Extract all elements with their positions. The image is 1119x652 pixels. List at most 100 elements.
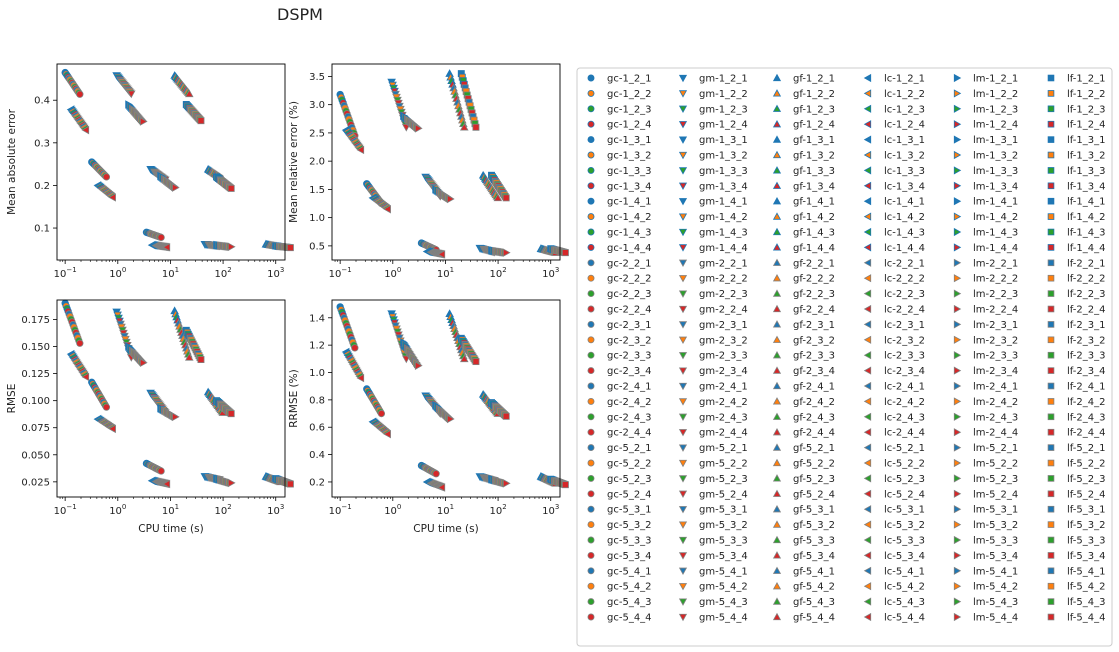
legend-label: lm-5_4_1 bbox=[973, 566, 1018, 577]
legend-label: gc-1_2_2 bbox=[607, 89, 652, 100]
legend-label: gm-1_2_3 bbox=[699, 104, 748, 115]
legend-label: lc-2_3_3 bbox=[884, 351, 925, 362]
legend-item: lm-5_2_1 bbox=[953, 443, 1018, 454]
legend-item: lc-5_4_3 bbox=[863, 597, 925, 608]
legend-label: gm-5_3_3 bbox=[699, 536, 748, 547]
y-tick-label: 0.4 bbox=[309, 450, 325, 461]
lf-marker-icon bbox=[1047, 582, 1055, 590]
gc-marker-icon bbox=[587, 166, 595, 174]
lm-marker-icon bbox=[953, 89, 962, 98]
legend-item: gm-2_3_3 bbox=[678, 351, 748, 362]
x-axis-label: CPU time (s) bbox=[138, 523, 203, 535]
gm-marker-icon bbox=[678, 413, 688, 422]
legend-label: gc-1_2_3 bbox=[607, 104, 652, 115]
gm-marker-icon bbox=[678, 182, 688, 191]
gc-marker-icon bbox=[587, 351, 595, 359]
legend-label: lc-1_3_2 bbox=[884, 151, 925, 162]
legend-item: lf-1_4_2 bbox=[1047, 212, 1105, 223]
legend-label: gf-1_3_2 bbox=[793, 151, 835, 162]
legend-label: gc-5_3_4 bbox=[607, 551, 652, 562]
legend-label: lc-5_3_2 bbox=[884, 520, 925, 531]
data-point-lm bbox=[227, 478, 236, 488]
legend-label: gm-2_3_4 bbox=[699, 366, 748, 377]
legend-item: lf-2_2_4 bbox=[1047, 305, 1105, 316]
lc-marker-icon bbox=[863, 258, 872, 267]
legend-item: lf-1_4_3 bbox=[1047, 228, 1105, 239]
legend-label: gf-2_4_2 bbox=[793, 397, 835, 408]
legend-item: lc-2_2_4 bbox=[863, 304, 925, 316]
legend-item: lm-1_3_2 bbox=[953, 151, 1018, 162]
legend-item: gc-5_2_1 bbox=[587, 443, 652, 454]
gc-marker-icon bbox=[587, 320, 595, 328]
legend-item: gc-1_3_1 bbox=[587, 135, 652, 146]
y-axis-label: Mean relative error (%) bbox=[288, 101, 300, 223]
legend-item: lm-5_4_4 bbox=[953, 613, 1018, 624]
legend-label: lf-2_4_3 bbox=[1067, 412, 1105, 423]
lf-marker-icon bbox=[1047, 459, 1055, 467]
gm-marker-icon bbox=[678, 444, 688, 452]
legend-item: gf-1_3_3 bbox=[772, 166, 835, 177]
legend-label: gc-1_2_1 bbox=[607, 74, 652, 85]
legend-item: lc-1_4_3 bbox=[863, 228, 925, 239]
gf-marker-icon bbox=[772, 597, 782, 605]
legend-label: lc-5_3_1 bbox=[884, 505, 925, 516]
legend-label: gm-5_4_2 bbox=[699, 582, 748, 593]
legend-label: lm-2_3_1 bbox=[973, 320, 1018, 331]
x-tick-label: 10−1 bbox=[329, 266, 352, 280]
lf-marker-icon bbox=[1047, 259, 1055, 267]
gc-marker-icon bbox=[587, 259, 595, 267]
legend-label: gf-2_2_2 bbox=[793, 274, 835, 285]
legend-item: gf-1_4_4 bbox=[772, 243, 835, 254]
legend-label: lc-1_2_1 bbox=[884, 74, 925, 85]
lf-marker-icon bbox=[1047, 305, 1055, 313]
legend-label: lm-2_2_3 bbox=[973, 289, 1018, 300]
gf-marker-icon bbox=[772, 104, 782, 112]
legend-item: gc-1_3_2 bbox=[587, 151, 652, 162]
lc-marker-icon bbox=[863, 304, 872, 314]
gf-marker-icon bbox=[772, 243, 782, 251]
legend-label: gf-5_2_4 bbox=[793, 489, 835, 500]
legend-label: gc-1_3_1 bbox=[607, 135, 652, 146]
legend-item: lc-5_3_1 bbox=[863, 505, 925, 516]
lm-marker-icon bbox=[953, 274, 962, 283]
y-tick-label: 0.6 bbox=[309, 423, 325, 434]
legend-label: gc-5_3_2 bbox=[607, 520, 652, 531]
data-point-gc bbox=[157, 233, 165, 242]
legend-item: gc-1_3_4 bbox=[587, 181, 652, 192]
gc-marker-icon bbox=[587, 120, 595, 128]
legend-item: lm-2_3_4 bbox=[953, 366, 1018, 377]
legend-label: lm-2_3_2 bbox=[973, 335, 1018, 346]
lc-marker-icon bbox=[863, 181, 872, 190]
gf-marker-icon bbox=[772, 166, 782, 174]
legend-item: lc-5_3_3 bbox=[863, 536, 925, 547]
lc-marker-icon bbox=[863, 120, 872, 129]
y-tick-label: 0.075 bbox=[21, 423, 50, 434]
legend-item: lc-1_3_4 bbox=[863, 181, 925, 192]
legend-item: lf-5_4_1 bbox=[1047, 566, 1105, 577]
lc-marker-icon bbox=[863, 551, 872, 560]
legend-label: gf-5_3_2 bbox=[793, 520, 835, 531]
gc-marker-icon bbox=[587, 459, 595, 467]
legend-label: gc-2_4_4 bbox=[607, 428, 652, 439]
legend-item: gc-2_3_2 bbox=[587, 335, 652, 346]
x-tick-label: 103 bbox=[542, 266, 559, 280]
legend-label: gf-1_4_1 bbox=[793, 197, 835, 208]
legend-label: lc-2_2_2 bbox=[884, 274, 925, 285]
legend-item: lf-2_3_3 bbox=[1047, 351, 1105, 362]
legend-item: gf-5_3_2 bbox=[772, 520, 835, 531]
legend-item: gm-5_3_2 bbox=[678, 520, 748, 531]
gc-marker-icon bbox=[587, 536, 595, 544]
data-point-gf bbox=[460, 354, 469, 363]
legend-label: gf-1_2_3 bbox=[793, 104, 835, 115]
gf-marker-icon bbox=[772, 474, 782, 482]
legend-item: gm-2_4_1 bbox=[678, 382, 748, 393]
gm-marker-icon bbox=[678, 167, 688, 175]
data-point-lf bbox=[472, 123, 480, 131]
legend-item: lf-5_4_3 bbox=[1047, 597, 1105, 608]
lf-marker-icon bbox=[1047, 351, 1055, 359]
gf-marker-icon bbox=[772, 227, 782, 236]
gc-marker-icon bbox=[587, 182, 595, 190]
lm-marker-icon bbox=[953, 320, 962, 329]
data-point-lc bbox=[383, 204, 391, 214]
legend-label: gf-1_3_3 bbox=[793, 166, 835, 177]
